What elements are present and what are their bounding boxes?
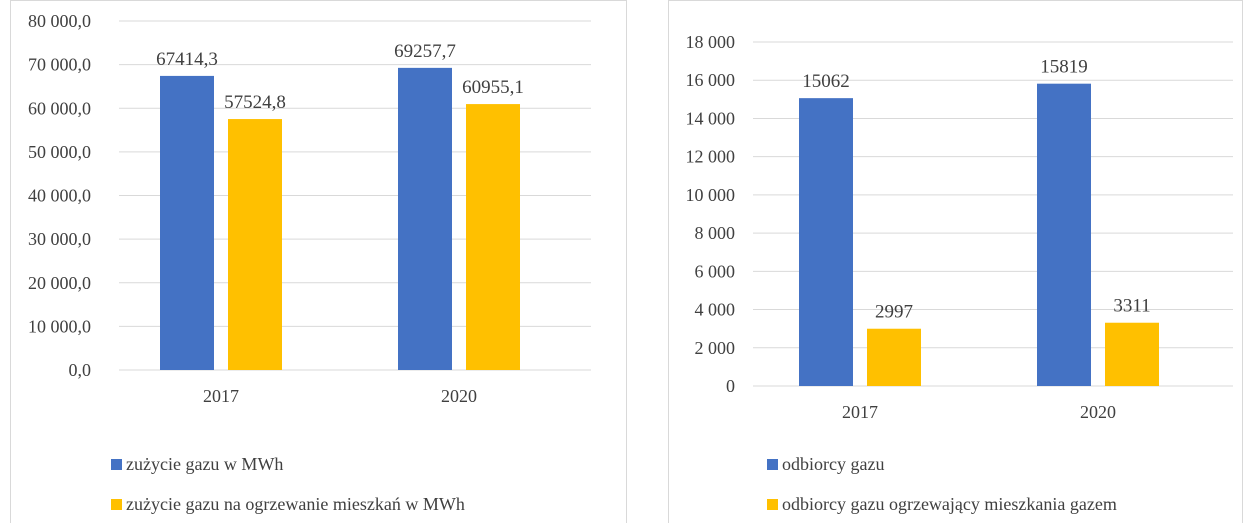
y-tick-label: 50 000,0 (28, 142, 91, 162)
bar (1105, 322, 1159, 386)
y-tick-label: 12 000 (686, 147, 736, 167)
y-tick-label: 8 000 (695, 223, 736, 243)
x-tick-label: 2017 (842, 402, 878, 422)
data-label: 15062 (802, 71, 850, 92)
chart-panel-gas-customers: 0 2 000 4 000 6 000 8 000 10 000 12 000 14 000 1… (668, 0, 1243, 523)
y-tick-label: 20 000,0 (28, 273, 91, 293)
y-tick-label: 4 000 (695, 300, 736, 320)
chart-panel-gas-consumption: 0,0 10 000,0 20 000,0 30 000,0 40 000,0 50 00… (10, 0, 627, 523)
y-tick-label: 16 000 (686, 70, 736, 90)
chart-gas-consumption: 0,0 10 000,0 20 000,0 30 000,0 40 000,0 50 00… (28, 11, 591, 406)
y-tick-label: 70 000,0 (28, 55, 91, 75)
x-tick-label: 2020 (1080, 402, 1116, 422)
legend-swatch-yellow (767, 499, 778, 510)
bar (228, 119, 282, 370)
data-label: 57524,8 (224, 92, 286, 113)
legend-item-customers: odbiorcy gazu (767, 454, 884, 475)
data-label: 15819 (1040, 57, 1088, 78)
legend-item-consumption: zużycie gazu w MWh (111, 454, 283, 475)
x-tick-label: 2020 (441, 386, 477, 406)
data-label: 69257,7 (394, 41, 456, 62)
y-tick-label: 2 000 (695, 338, 736, 358)
y-tick-label: 18 000 (686, 32, 736, 52)
y-tick-label: 0 (726, 376, 735, 396)
bar (466, 104, 520, 370)
bar (398, 67, 452, 370)
y-tick-label: 6 000 (695, 261, 736, 281)
y-tick-label: 60 000,0 (28, 98, 91, 118)
legend-label-heating-customers: odbiorcy gazu ogrzewający mieszkania gaz… (782, 494, 1117, 514)
data-label: 60955,1 (462, 77, 524, 98)
legend-label-heating-consumption: zużycie gazu na ogrzewanie mieszkań w MW… (126, 494, 465, 514)
y-tick-label: 40 000,0 (28, 186, 91, 206)
legend-swatch-blue (111, 459, 122, 470)
data-label: 2997 (875, 302, 913, 323)
bar (160, 75, 214, 370)
legend-label-customers: odbiorcy gazu (782, 454, 885, 474)
data-label: 67414,3 (156, 49, 218, 70)
bar (867, 328, 921, 386)
chart-gas-customers: 0 2 000 4 000 6 000 8 000 10 000 12 000 14 000 1… (686, 32, 1233, 422)
legend-swatch-yellow (111, 499, 122, 510)
bar (1037, 83, 1091, 386)
bar (799, 98, 853, 387)
y-tick-label: 30 000,0 (28, 229, 91, 249)
y-tick-label: 14 000 (686, 108, 736, 128)
y-tick-label: 10 000,0 (28, 316, 91, 336)
data-label: 3311 (1113, 296, 1150, 317)
y-tick-label: 0,0 (69, 360, 92, 380)
legend-item-heating-customers: odbiorcy gazu ogrzewający mieszkania gaz… (767, 494, 1117, 515)
x-tick-label: 2017 (203, 386, 239, 406)
y-tick-label: 80 000,0 (28, 11, 91, 31)
legend-label-consumption: zużycie gazu w MWh (126, 454, 284, 474)
y-tick-label: 10 000 (686, 185, 736, 205)
legend-swatch-blue (767, 459, 778, 470)
legend-item-heating-consumption: zużycie gazu na ogrzewanie mieszkań w MW… (111, 494, 465, 515)
